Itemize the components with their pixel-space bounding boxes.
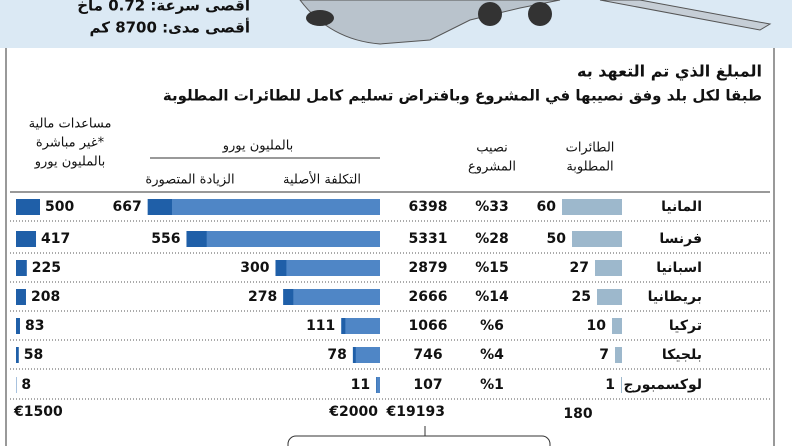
aircraft-bar [621, 377, 622, 393]
increase-bar [352, 347, 356, 363]
aid-value: 58 [24, 347, 43, 363]
increase-value: 78 [327, 347, 346, 363]
cost-bar [283, 289, 380, 305]
bottom-box [287, 435, 551, 446]
column-header: بالمليون يورو [34, 155, 106, 170]
country: لوكسمبورج [624, 377, 702, 393]
share: %6 [480, 318, 504, 334]
total: 180 [563, 406, 592, 422]
share: %1 [480, 377, 504, 393]
share: %33 [475, 199, 509, 215]
country: فرنسا [659, 231, 702, 247]
increase-bar [186, 231, 207, 247]
cost-value: 746 [413, 347, 442, 363]
share: %28 [475, 231, 509, 247]
cost-bar [186, 231, 380, 247]
aid-bar [16, 231, 37, 247]
aid-value: 208 [31, 289, 60, 305]
aid-bar [16, 199, 40, 215]
aircraft-bar [612, 318, 622, 334]
cost-value: 2879 [409, 260, 448, 276]
increase-value: 300 [240, 260, 269, 276]
column-header: مساعدات مالية [29, 117, 112, 132]
increase-value: 667 [113, 199, 142, 215]
increase-value: 11 [351, 377, 370, 393]
aircraft-value: 1 [605, 377, 615, 393]
increase-value: 111 [306, 318, 335, 334]
spec: أقصى سرعة: 0.72 ماخ [77, 0, 250, 15]
increase-bar [283, 289, 294, 305]
country: اسبانيا [656, 260, 702, 276]
aid-bar [16, 289, 26, 305]
aircraft-bar [562, 199, 622, 215]
aircraft-value: 7 [599, 347, 609, 363]
column-header: نصيب [476, 141, 508, 156]
aid-value: 417 [41, 231, 70, 247]
aid-bar [16, 318, 20, 334]
share: %4 [480, 347, 504, 363]
aircraft-value: 60 [537, 199, 557, 215]
cost-value: 1066 [409, 318, 448, 334]
aircraft-value: 10 [587, 318, 607, 334]
country: تركيا [669, 318, 702, 334]
column-header: التكلفة الأصلية [283, 171, 361, 188]
total: €19193 [386, 404, 445, 420]
title: المبلغ الذي تم التعهد به [577, 62, 762, 82]
aid-value: 225 [32, 260, 61, 276]
column-header: الطائرات [566, 141, 615, 156]
cost-value: 107 [413, 377, 442, 393]
aid-bar [16, 260, 27, 276]
cost-bar [147, 199, 380, 215]
aid-value: 83 [25, 318, 44, 334]
country: المانيا [661, 199, 702, 215]
increase-bar [147, 199, 172, 215]
aircraft-bar [572, 231, 622, 247]
subtitle: طبقا لكل بلد وفق نصيبها في المشروع وبافت… [163, 87, 762, 105]
aircraft-bar [595, 260, 622, 276]
aircraft-value: 25 [572, 289, 591, 305]
aircraft-bar [597, 289, 622, 305]
spec-box [8, 0, 266, 42]
cost-value: 2666 [409, 289, 448, 305]
total: €2000 [328, 404, 378, 420]
cost-bar [341, 318, 380, 334]
total: €1500 [13, 404, 63, 420]
increase-value: 278 [248, 289, 277, 305]
spec: أقصى مدى: 8700 كم [89, 18, 250, 37]
increase-bar [275, 260, 287, 276]
cost-value: 5331 [409, 231, 448, 247]
aid-value: 500 [45, 199, 74, 215]
column-header: المطلوبة [566, 160, 613, 175]
aid-bar [16, 347, 19, 363]
share: %14 [475, 289, 509, 305]
aircraft-bar [615, 347, 622, 363]
column-header: المشروع [468, 160, 516, 175]
aid-value: 8 [21, 377, 31, 393]
country: بلجيكا [662, 347, 702, 363]
cost-bar [352, 347, 380, 363]
aircraft-value: 50 [547, 231, 567, 247]
share: %15 [475, 260, 509, 276]
cost-value: 6398 [409, 199, 448, 215]
country: بريطانيا [648, 289, 702, 305]
column-header: غير مباشرة* [36, 136, 105, 151]
cost-bar [376, 377, 380, 393]
increase-value: 556 [151, 231, 180, 247]
aircraft-value: 27 [570, 260, 589, 276]
cost-bar [275, 260, 380, 276]
column-header: بالمليون يورو [222, 139, 294, 154]
column-header: الزيادة المتصورة [145, 173, 234, 188]
plane [299, 0, 772, 45]
increase-bar [341, 318, 346, 334]
